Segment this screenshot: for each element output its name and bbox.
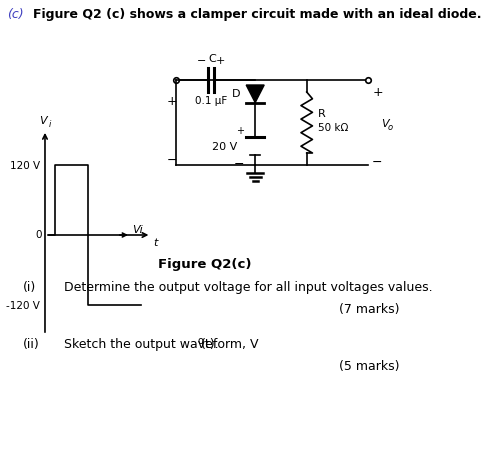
Text: −: − [166,154,177,167]
Text: V: V [40,116,47,126]
Text: +: + [166,95,177,108]
Text: 0.1 μF: 0.1 μF [195,96,227,106]
Text: Figure Q2(c): Figure Q2(c) [158,258,251,270]
Text: Determine the output voltage for all input voltages values.: Determine the output voltage for all inp… [64,280,432,293]
Text: Figure Q2 (c) shows a clamper circuit made with an ideal diode.: Figure Q2 (c) shows a clamper circuit ma… [33,8,481,21]
Text: o: o [197,335,203,345]
Text: −: − [372,156,383,169]
Text: (c): (c) [7,8,23,21]
Text: V: V [381,118,389,128]
Text: 50 kΩ: 50 kΩ [318,122,349,132]
Text: o: o [388,123,393,131]
Text: 120 V: 120 V [10,161,40,171]
Text: Vi: Vi [132,224,142,234]
Text: C: C [208,54,216,64]
Text: (ii): (ii) [23,337,40,350]
Text: 20 V: 20 V [212,142,237,152]
Text: (t).: (t). [201,337,220,350]
Text: −: − [233,157,244,171]
Polygon shape [246,86,264,103]
Text: R: R [318,108,326,118]
Text: Sketch the output waveform, V: Sketch the output waveform, V [64,337,259,350]
Text: 0: 0 [35,229,42,239]
Text: +: + [372,86,383,99]
Text: -120 V: -120 V [6,300,40,310]
Text: t: t [153,238,157,248]
Text: i: i [49,120,52,129]
Text: D: D [232,89,240,99]
Text: (5 marks): (5 marks) [339,359,399,372]
Text: +: + [236,126,244,136]
Text: +: + [216,56,225,66]
Text: (7 marks): (7 marks) [339,302,399,315]
Text: −: − [197,56,206,66]
Text: (i): (i) [23,280,36,293]
